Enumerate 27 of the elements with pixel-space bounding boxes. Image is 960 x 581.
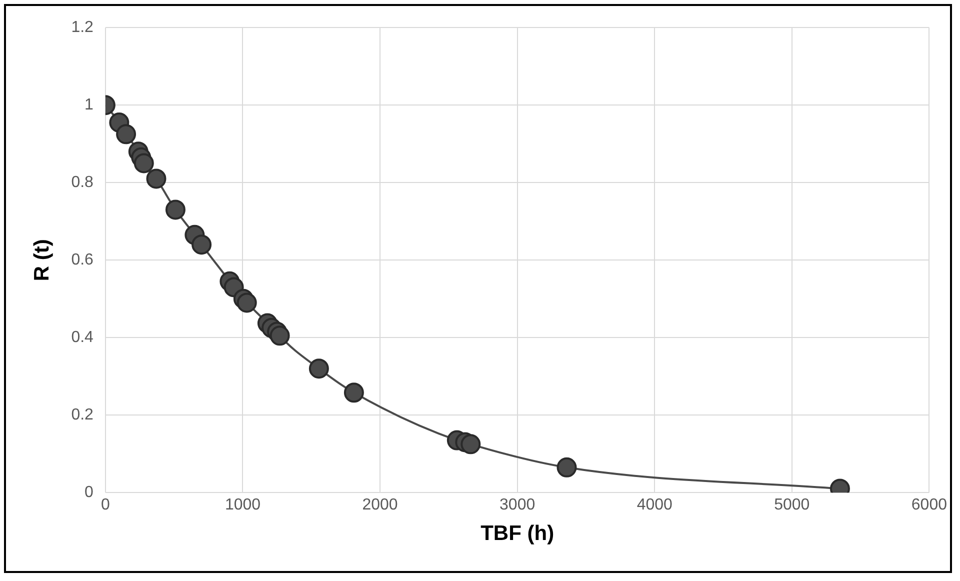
x-tick-label: 5000 [774, 496, 810, 514]
y-tick-label: 0.4 [71, 329, 94, 346]
y-tick-label: 1 [84, 96, 94, 114]
point [236, 292, 257, 313]
y-tick-label: 0.8 [71, 174, 94, 192]
point [308, 358, 329, 379]
x-tick-label: 0 [100, 496, 110, 514]
point [165, 200, 186, 220]
point [192, 234, 212, 255]
x-tick-label: 2000 [362, 496, 398, 514]
point [460, 434, 481, 454]
point [270, 326, 290, 346]
x-axis-title: TBF (h) [480, 522, 554, 546]
x-tick-label: 1000 [224, 496, 261, 514]
x-tick-label: 3000 [500, 496, 536, 514]
y-tick-label: 0.6 [71, 252, 94, 269]
y-tick-label: 0 [84, 484, 94, 502]
y-tick-label: 1.2 [71, 19, 94, 36]
point [134, 153, 154, 174]
point [556, 457, 577, 478]
x-tick-label: 4000 [636, 496, 673, 514]
y-axis-title: R (t) [30, 239, 54, 282]
y-tick-label: 0.2 [71, 406, 94, 424]
point [116, 124, 136, 144]
point [146, 168, 166, 189]
point [344, 382, 364, 403]
x-tick-label: 6000 [911, 496, 948, 514]
